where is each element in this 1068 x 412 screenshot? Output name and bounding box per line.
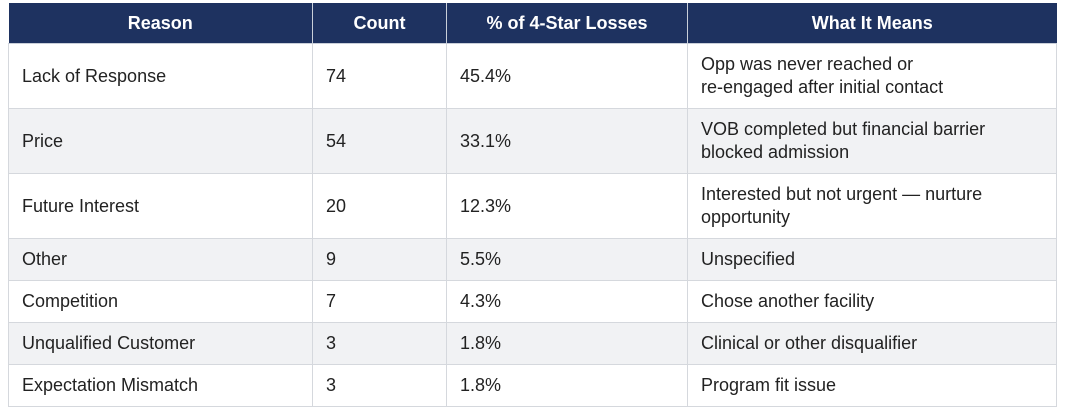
loss-reasons-table: Reason Count % of 4-Star Losses What It … xyxy=(8,3,1057,407)
header-row: Reason Count % of 4-Star Losses What It … xyxy=(8,3,1057,44)
meaning-line-1: Opp was never reached or xyxy=(701,54,914,74)
table-body: Lack of Response 74 45.4% Opp was never … xyxy=(8,43,1057,407)
percent-cell: 33.1% xyxy=(446,108,688,174)
count-cell: 20 xyxy=(312,173,447,239)
count-cell: 9 xyxy=(312,238,447,281)
reason-cell: Future Interest xyxy=(8,173,313,239)
count-cell: 3 xyxy=(312,322,447,365)
header-what-it-means: What It Means xyxy=(687,3,1057,44)
meaning-cell: Interested but not urgent — nurture oppo… xyxy=(687,173,1057,239)
meaning-cell: Clinical or other disqualifier xyxy=(687,322,1057,365)
meaning-line-1: Interested but not urgent — nurture xyxy=(701,184,983,204)
percent-cell: 45.4% xyxy=(446,43,688,109)
meaning-cell: Opp was never reached or re-engaged afte… xyxy=(687,43,1057,109)
reason-cell: Price xyxy=(8,108,313,174)
loss-reasons-table-container: Reason Count % of 4-Star Losses What It … xyxy=(8,3,1057,407)
table-row: Lack of Response 74 45.4% Opp was never … xyxy=(8,43,1057,109)
count-cell: 7 xyxy=(312,280,447,323)
reason-cell: Competition xyxy=(8,280,313,323)
percent-cell: 5.5% xyxy=(446,238,688,281)
meaning-cell: Chose another facility xyxy=(687,280,1057,323)
percent-cell: 1.8% xyxy=(446,322,688,365)
meaning-line-1: VOB completed but financial barrier xyxy=(701,119,986,139)
reason-cell: Expectation Mismatch xyxy=(8,364,313,407)
header-count: Count xyxy=(312,3,447,44)
percent-cell: 4.3% xyxy=(446,280,688,323)
count-cell: 3 xyxy=(312,364,447,407)
header-percent: % of 4-Star Losses xyxy=(446,3,688,44)
meaning-cell: VOB completed but financial barrier bloc… xyxy=(687,108,1057,174)
percent-cell: 12.3% xyxy=(446,173,688,239)
meaning-line-2: opportunity xyxy=(701,207,791,227)
table-row: Expectation Mismatch 3 1.8% Program fit … xyxy=(8,364,1057,407)
meaning-cell: Program fit issue xyxy=(687,364,1057,407)
table-row: Price 54 33.1% VOB completed but financi… xyxy=(8,108,1057,174)
meaning-line-2: blocked admission xyxy=(701,142,850,162)
table-row: Unqualified Customer 3 1.8% Clinical or … xyxy=(8,322,1057,365)
reason-cell: Unqualified Customer xyxy=(8,322,313,365)
meaning-line-2: re-engaged after initial contact xyxy=(701,77,944,97)
reason-cell: Other xyxy=(8,238,313,281)
count-cell: 74 xyxy=(312,43,447,109)
meaning-cell: Unspecified xyxy=(687,238,1057,281)
header-reason: Reason xyxy=(8,3,313,44)
percent-cell: 1.8% xyxy=(446,364,688,407)
reason-cell: Lack of Response xyxy=(8,43,313,109)
count-cell: 54 xyxy=(312,108,447,174)
table-row: Future Interest 20 12.3% Interested but … xyxy=(8,173,1057,239)
table-row: Other 9 5.5% Unspecified xyxy=(8,238,1057,281)
table-row: Competition 7 4.3% Chose another facilit… xyxy=(8,280,1057,323)
table-header: Reason Count % of 4-Star Losses What It … xyxy=(8,3,1057,44)
